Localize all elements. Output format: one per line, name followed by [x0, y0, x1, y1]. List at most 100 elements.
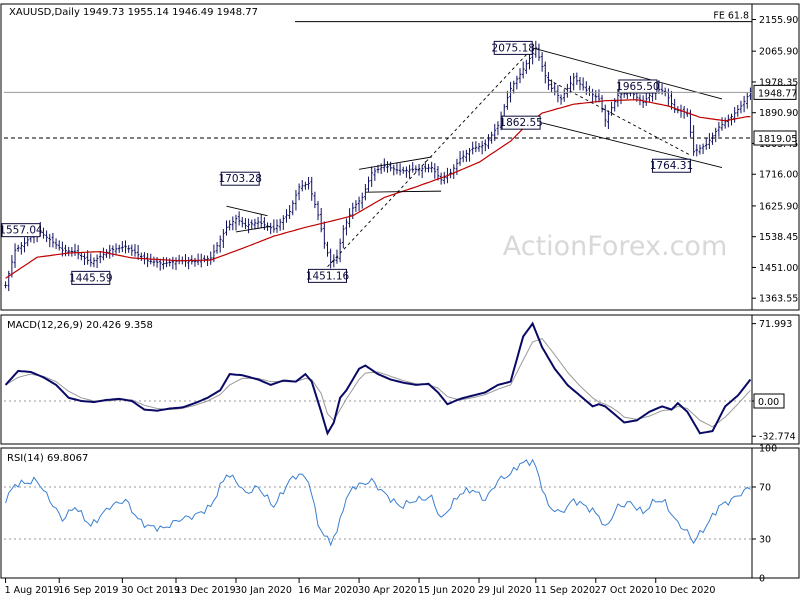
price-bar [739, 100, 743, 114]
macd-y-tick-label: -32.774 [759, 432, 796, 443]
price-bar [723, 117, 727, 129]
price-bar [581, 77, 585, 91]
price-bar [490, 131, 493, 144]
annotation-box [493, 40, 533, 55]
x-tick-label: 29 Jul 2020 [478, 585, 532, 596]
price-bar [83, 253, 86, 266]
x-tick-label: 30 Apr 2020 [358, 585, 417, 596]
price-bar [165, 257, 168, 268]
price-bar [461, 150, 465, 163]
price-bar [98, 251, 102, 264]
price-badge: 1948.77 [753, 84, 797, 100]
price-bar [607, 110, 610, 129]
price-bar [348, 208, 351, 228]
price-bar [133, 244, 137, 257]
price-bar [521, 61, 525, 79]
price-bar [673, 98, 676, 113]
price-bar [234, 214, 238, 231]
price-bar [95, 254, 99, 268]
price-bar [48, 233, 52, 248]
price-bar [16, 244, 20, 252]
price-bar [373, 167, 377, 181]
price-bar [698, 144, 702, 155]
price-bar [562, 89, 566, 102]
price-bar [215, 242, 219, 254]
price-bar [449, 168, 452, 179]
annotation-text: 1445.59 [69, 272, 112, 284]
price-bar [701, 143, 705, 155]
main-y-tick-label: 1451.00 [759, 263, 798, 274]
price-bar [285, 209, 288, 223]
annotation-box [71, 270, 111, 285]
price-bar [424, 161, 427, 173]
moving-average-line [5, 99, 751, 279]
price-bar [310, 176, 314, 201]
price-bar [263, 217, 266, 230]
annotation-box [220, 171, 260, 186]
price-bar [512, 80, 516, 94]
price-bar [436, 165, 440, 181]
price-bar [162, 257, 165, 270]
price-bar [237, 211, 241, 226]
price-bar [414, 165, 418, 173]
main-y-tick-label: 1890.90 [759, 108, 798, 119]
price-bar [218, 235, 222, 253]
price-bar [278, 218, 282, 231]
price-bar [228, 220, 231, 231]
trend-line [532, 47, 723, 100]
annotation-text: 1557.04 [0, 225, 43, 237]
price-bar [745, 92, 749, 109]
price-bar [717, 121, 721, 137]
annotation-text: 1703.28 [219, 173, 262, 185]
price-bar [174, 257, 178, 271]
price-bar [364, 184, 367, 201]
price-bar [300, 180, 304, 192]
price-bar [247, 218, 250, 234]
annotation-box [618, 79, 658, 94]
price-bar [405, 166, 408, 178]
price-bar [515, 75, 519, 90]
main-header: XAUUSD,Daily 1949.73 1955.14 1946.49 194… [9, 7, 258, 18]
macd-value-badge-box [753, 393, 785, 409]
rsi-y-tick-label: 70 [759, 483, 771, 494]
annotation-box [1, 223, 41, 238]
x-tick-label: 30 Jan 2020 [235, 585, 292, 596]
price-bar [458, 151, 462, 166]
price-bar [603, 104, 607, 127]
watermark: ActionForex.com [503, 231, 728, 262]
price-bar [51, 232, 55, 248]
price-bar [256, 216, 260, 228]
x-tick-label: 13 Dec 2019 [175, 585, 236, 596]
rsi-y-tick-label: 0 [759, 574, 765, 585]
price-bar [203, 255, 206, 263]
x-tick-label: 1 Aug 2019 [5, 585, 60, 596]
price-bar [130, 244, 134, 256]
price-bar [714, 127, 718, 143]
annotation-label: 1445.59 [69, 270, 113, 285]
price-bar [80, 251, 83, 261]
price-bar [600, 95, 604, 113]
trend-line [226, 205, 268, 217]
pane-frame-main [0, 3, 800, 311]
price-bar [534, 40, 538, 58]
price-bar [597, 89, 601, 103]
price-bar [644, 91, 648, 106]
macd-label: MACD(12,26,9) 20.426 9.358 [7, 320, 153, 331]
x-tick-label: 15 Jun 2020 [418, 585, 475, 596]
price-bar [307, 177, 310, 190]
price-badge-text: 1819.05 [758, 134, 797, 145]
price-bar [272, 219, 276, 233]
fe-label: FE 61.8 [713, 11, 749, 22]
trend-line-dashed [327, 47, 533, 268]
price-badge-text: 1948.77 [758, 88, 797, 99]
price-bar [389, 161, 392, 172]
price-bar [70, 246, 74, 257]
price-bar [711, 132, 714, 145]
price-bar [692, 125, 695, 156]
price-bar [139, 252, 143, 262]
price-bar [401, 166, 405, 174]
x-tick-label: 27 Oct 2020 [595, 585, 654, 596]
price-bar [7, 270, 11, 292]
macd-line [4, 321, 752, 436]
